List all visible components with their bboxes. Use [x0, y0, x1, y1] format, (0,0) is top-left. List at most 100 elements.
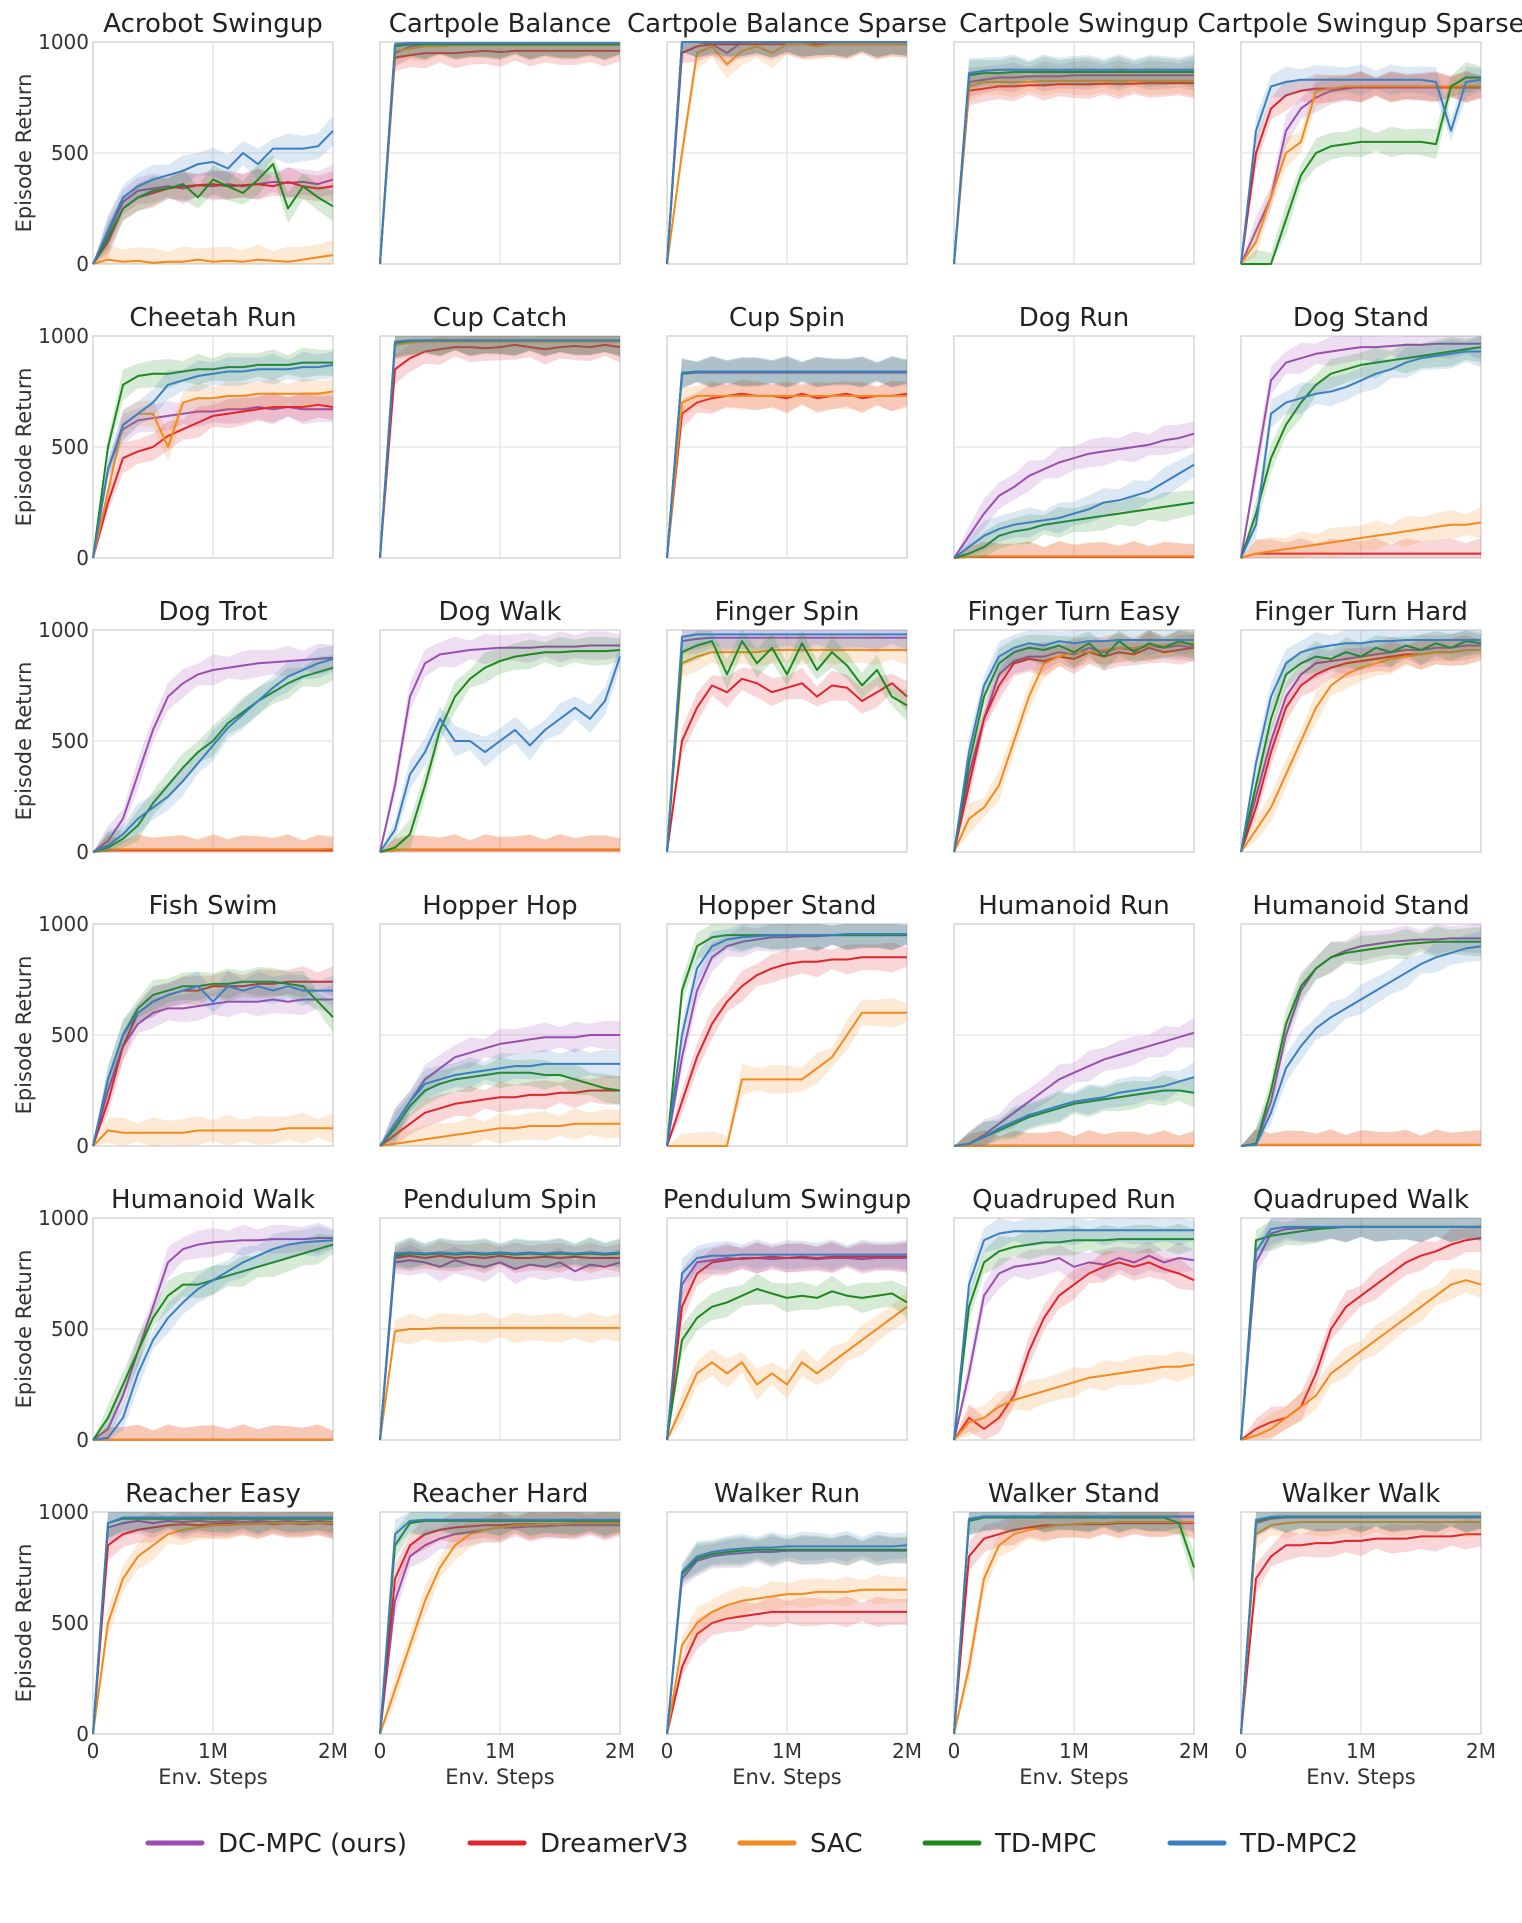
band-tdmpc	[667, 1534, 907, 1734]
series-dreamer	[92, 403, 334, 559]
band-dreamer	[954, 632, 1194, 852]
series-dreamer	[953, 1261, 1195, 1441]
band-sac	[954, 630, 1194, 852]
y-tick-label: 0	[76, 1428, 89, 1452]
panel-title: Reacher Easy	[125, 1479, 301, 1509]
band-tdmpc	[667, 630, 907, 852]
panel-dog-walk: Dog Walk	[379, 597, 621, 853]
band-tdmpc	[954, 1223, 1194, 1440]
y-axis-label: Episode Return	[12, 1250, 36, 1409]
band-dreamer	[93, 1512, 333, 1734]
band-sac	[1241, 635, 1481, 852]
y-tick-label: 0	[76, 252, 89, 276]
panel-title: Cartpole Balance Sparse	[627, 9, 947, 39]
panel-humanoid-stand: Humanoid Stand	[1240, 891, 1482, 1147]
panel-pendulum-swingup: Pendulum Swingup	[663, 1185, 911, 1441]
band-sac	[93, 1112, 333, 1146]
band-dreamer	[1241, 635, 1481, 852]
series-sac	[379, 340, 620, 559]
series-dreamer	[1240, 1533, 1481, 1735]
series-sac	[953, 555, 1194, 559]
series-tdmpc2	[666, 370, 907, 559]
series-tdmpc2	[92, 1516, 333, 1735]
legend-label: TD-MPC2	[1239, 1829, 1358, 1859]
band-dreamer	[380, 1240, 620, 1440]
series-dcmpc	[666, 636, 907, 853]
series-tdmpc	[1240, 940, 1481, 1147]
band-dreamer	[667, 667, 907, 852]
panel-finger-spin: Finger Spin	[666, 597, 908, 853]
panel-finger-turn-easy: Finger Turn Easy	[953, 597, 1195, 853]
band-sac	[93, 833, 333, 852]
legend-item-tdmpc2: TD-MPC2	[1167, 1829, 1358, 1859]
band-tdmpc	[93, 347, 333, 558]
band-sac	[380, 833, 620, 852]
series-tdmpc2	[953, 68, 1194, 265]
series-tdmpc2	[379, 1062, 620, 1147]
y-tick-label: 1000	[38, 1500, 89, 1524]
panel-humanoid-run: Humanoid Run	[953, 891, 1195, 1147]
x-tick-label: 2M	[1466, 1739, 1496, 1763]
band-sac	[667, 1291, 907, 1440]
band-dcmpc	[93, 1222, 333, 1440]
y-tick-label: 1000	[38, 618, 89, 642]
panel-title: Cartpole Balance	[389, 9, 612, 39]
band-dreamer	[93, 966, 333, 1146]
series-dcmpc	[92, 1519, 334, 1735]
band-dcmpc	[1241, 70, 1481, 265]
band-tdmpc2	[954, 54, 1194, 265]
band-tdmpc2	[667, 356, 907, 558]
band-dreamer	[380, 42, 620, 264]
band-sac	[93, 240, 333, 264]
legend-item-sac: SAC	[737, 1829, 862, 1859]
panel-title: Reacher Hard	[412, 1479, 589, 1509]
band-dreamer	[93, 1424, 333, 1440]
legend-label: TD-MPC	[994, 1829, 1097, 1859]
series-tdmpc2	[953, 463, 1195, 559]
y-tick-label: 500	[51, 729, 89, 753]
panel-quadruped-run: Quadruped Run	[953, 1185, 1195, 1441]
panel-title: Finger Turn Easy	[968, 597, 1181, 627]
series-sac	[666, 43, 907, 265]
series-tdmpc	[379, 1252, 621, 1441]
series-dreamer	[379, 1089, 620, 1147]
series-sac	[1240, 1143, 1481, 1147]
x-axis-label: Env. Steps	[445, 1765, 554, 1789]
band-tdmpc	[954, 1075, 1194, 1146]
y-tick-label: 500	[51, 141, 89, 165]
y-axis-label: Episode Return	[12, 956, 36, 1115]
y-tick-label: 500	[51, 435, 89, 459]
panel-pendulum-spin: Pendulum Spin	[379, 1185, 621, 1441]
band-dcmpc	[667, 357, 907, 558]
series-sac	[1240, 649, 1481, 853]
legend-item-tdmpc: TD-MPC	[922, 1829, 1097, 1859]
series-dcmpc	[92, 1237, 333, 1441]
series-dcmpc	[953, 1254, 1195, 1441]
band-dcmpc	[667, 1242, 907, 1440]
series-tdmpc	[92, 666, 334, 853]
series-tdmpc	[666, 1548, 907, 1735]
series-sac	[92, 1127, 333, 1147]
band-sac	[954, 1351, 1194, 1440]
band-dcmpc	[1241, 924, 1481, 1146]
series-tdmpc	[379, 43, 620, 265]
y-tick-label: 0	[76, 546, 89, 570]
band-sac	[380, 1312, 620, 1440]
panel-cartpole-swingup: Cartpole Swingup	[953, 9, 1195, 265]
series-sac	[379, 1522, 620, 1735]
series-tdmpc2	[92, 363, 334, 559]
band-tdmpc2	[667, 1239, 907, 1440]
band-dcmpc	[667, 1535, 907, 1734]
series-tdmpc2	[666, 1544, 908, 1735]
band-dreamer	[1241, 1224, 1481, 1440]
panel-cartpole-swingup-sparse: Cartpole Swingup Sparse	[1197, 9, 1522, 265]
series-dreamer	[666, 677, 908, 853]
panel-title: Finger Turn Hard	[1254, 597, 1468, 627]
band-dreamer	[667, 1596, 907, 1734]
band-tdmpc	[1241, 1218, 1481, 1440]
